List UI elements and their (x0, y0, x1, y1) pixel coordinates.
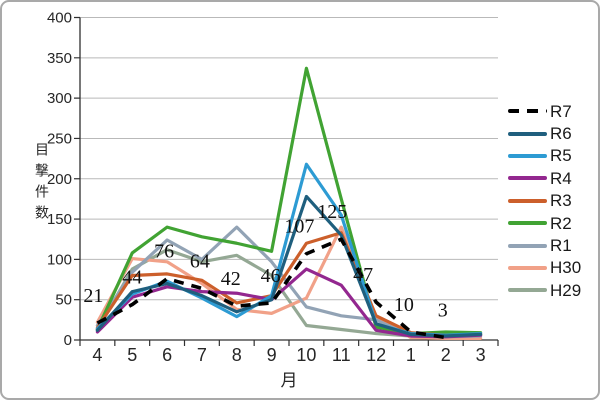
x-tick-label: 2 (441, 345, 451, 365)
series-line-R7 (96, 237, 447, 340)
series-line-R2 (95, 66, 483, 336)
y-tick-label: 400 (47, 10, 72, 27)
legend-item-R7: R7 (508, 100, 581, 122)
legend-item-R1: R1 (508, 234, 581, 256)
legend-label-R5: R5 (550, 146, 572, 166)
y-tick-label: 50 (55, 292, 72, 309)
legend-label-R2: R2 (550, 213, 572, 233)
x-tick-label: 4 (92, 345, 102, 365)
x-tick-label: 3 (476, 345, 486, 365)
y-tick-label: 250 (47, 130, 72, 147)
x-tick-label: 8 (232, 345, 242, 365)
data-label-R7-10: 107 (284, 216, 314, 238)
legend-label-R6: R6 (550, 124, 572, 144)
legend-item-R3: R3 (508, 190, 581, 212)
legend-swatch-R4 (508, 176, 547, 181)
legend-swatch-R1 (508, 243, 547, 248)
legend-swatch-R5 (508, 153, 547, 158)
x-axis-title: 月 (280, 371, 298, 390)
data-label-R7-7: 64 (190, 250, 210, 272)
legend-swatch-R3 (508, 198, 547, 203)
legend-swatch-H29 (508, 288, 547, 293)
legend-item-R2: R2 (508, 212, 581, 234)
legend-swatch-H30 (508, 265, 547, 270)
data-label-R7-2: 3 (438, 300, 448, 322)
y-tick-label: 100 (47, 251, 72, 268)
data-label-R7-4: 21 (83, 285, 103, 307)
data-label-R7-9: 46 (261, 265, 281, 287)
x-tick-label: 11 (332, 345, 351, 365)
legend-swatch-R6 (508, 131, 547, 136)
y-tick-label: 200 (47, 171, 72, 188)
legend-label-H29: H29 (550, 280, 582, 300)
y-axis-title: 目撃件数 (34, 142, 50, 226)
legend-label-R1: R1 (550, 236, 572, 256)
legend-label-H30: H30 (550, 258, 582, 278)
legend-item-R4: R4 (508, 167, 581, 189)
legend-swatch-R2 (508, 221, 547, 226)
x-tick-label: 10 (296, 345, 316, 365)
legend-item-H30: H30 (508, 257, 581, 279)
x-tick-label: 1 (406, 345, 416, 365)
x-tick-label: 5 (127, 345, 137, 365)
legend-item-R6: R6 (508, 122, 581, 144)
legend-item-R5: R5 (508, 145, 581, 167)
data-label-R7-5: 44 (122, 267, 142, 289)
data-label-R7-11: 125 (317, 201, 347, 223)
legend-swatch-R7 (508, 109, 547, 114)
data-label-R7-8: 42 (221, 268, 241, 290)
data-label-R7-12: 47 (353, 264, 373, 286)
y-tick-label: 350 (47, 50, 72, 67)
x-tick-label: 9 (267, 345, 277, 365)
y-tick-label: 150 (47, 211, 72, 228)
x-tick-label: 7 (197, 345, 207, 365)
data-label-R7-6: 76 (154, 241, 174, 263)
legend-label-R4: R4 (550, 168, 572, 188)
x-tick-label: 6 (162, 345, 172, 365)
legend-label-R3: R3 (550, 191, 572, 211)
y-tick-label: 300 (47, 90, 72, 107)
legend-label-R7: R7 (550, 101, 572, 121)
data-label-R7-1: 10 (394, 294, 414, 316)
series-line-H30 (95, 225, 483, 340)
legend-item-H29: H29 (508, 279, 581, 301)
y-tick-label: 0 (64, 332, 72, 349)
x-tick-label: 12 (366, 345, 386, 365)
legend: R7 R6 R5 R4 R3 R2 R1 H30 H29 (508, 100, 581, 302)
